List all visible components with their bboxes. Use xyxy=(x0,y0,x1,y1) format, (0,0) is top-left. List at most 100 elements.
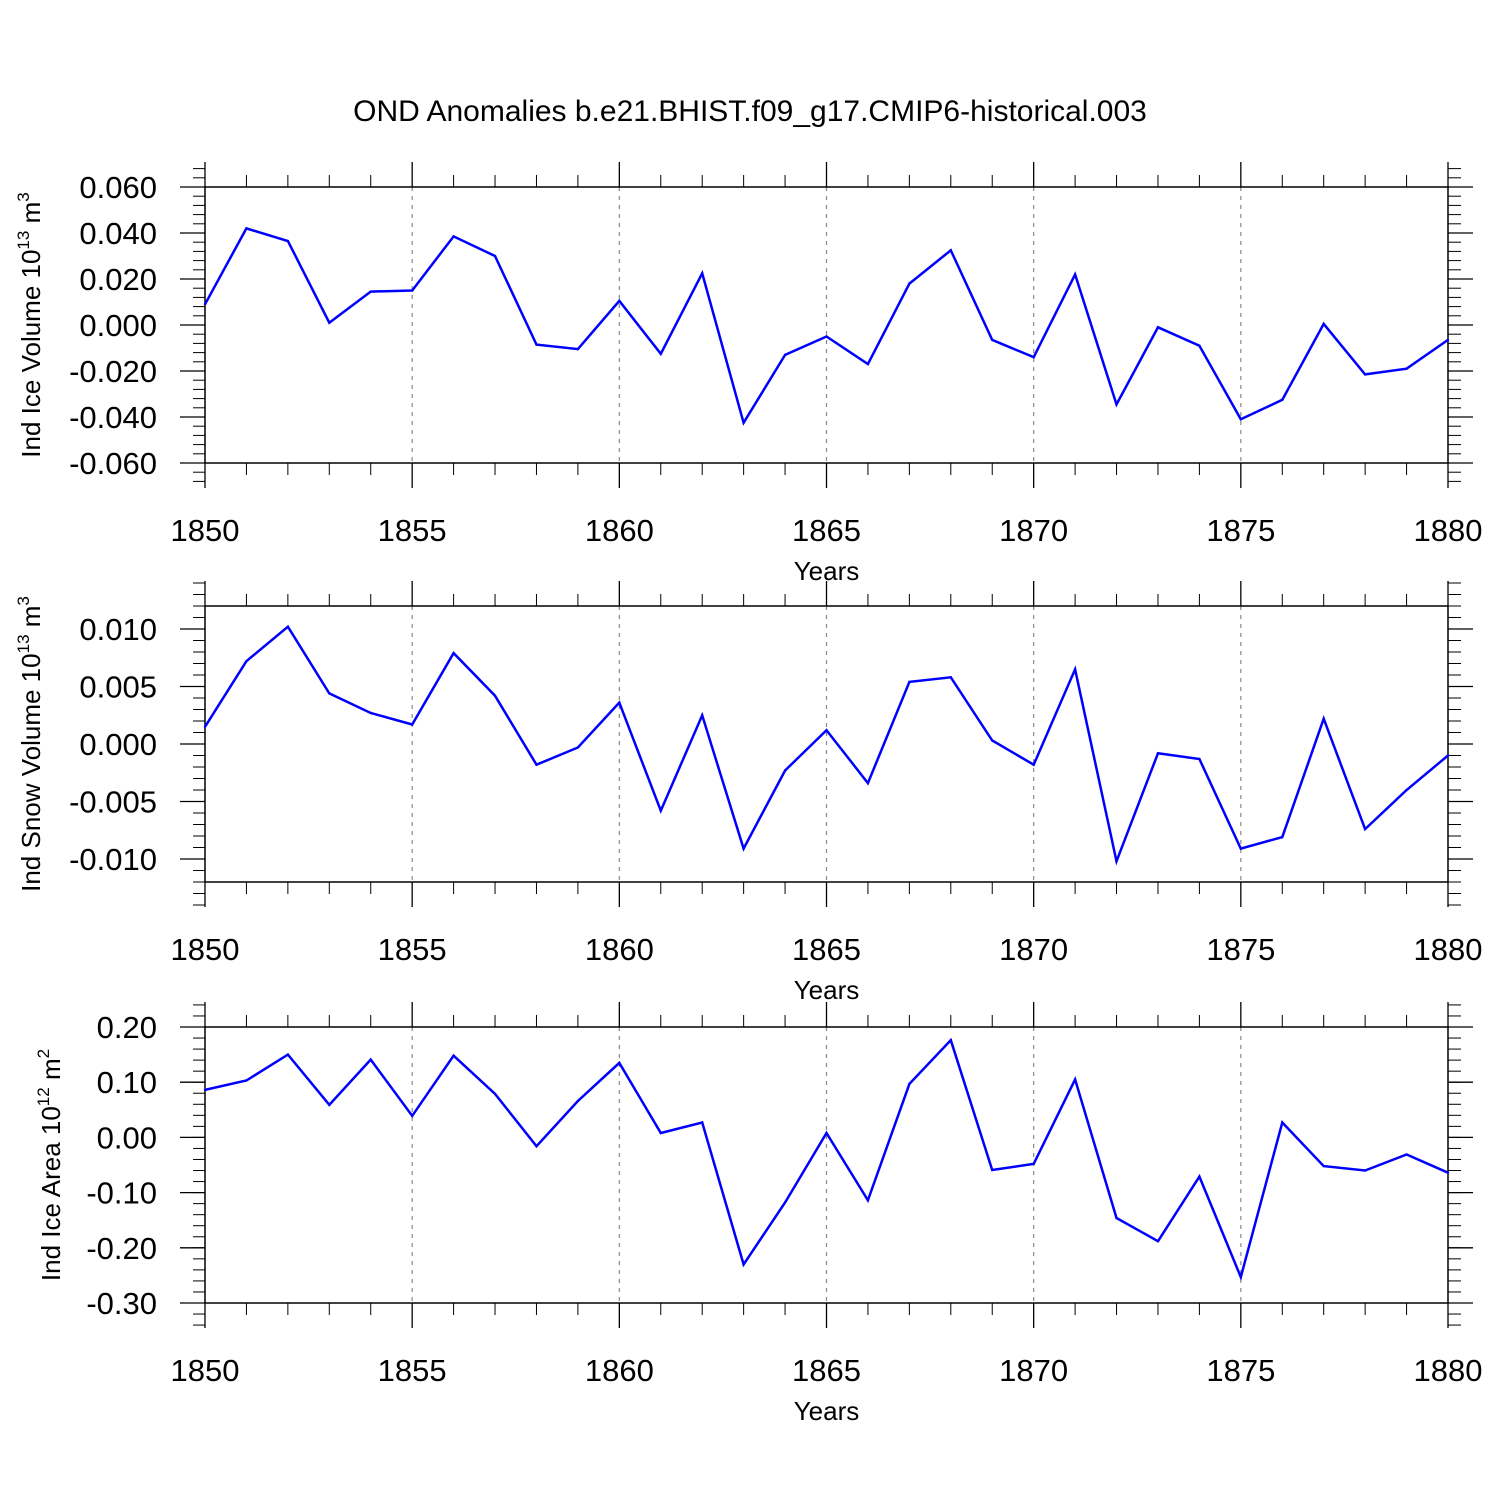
y-tick-label: -0.020 xyxy=(69,354,157,389)
data-point xyxy=(949,676,952,679)
chart-panel-3: 0.20 0.10 0.00 -0.10 -0.20 -0.30 1850 1855 1860 1… xyxy=(34,1002,1482,1426)
y-tick-label: 0.20 xyxy=(97,1010,157,1045)
x-tick-label: 1850 xyxy=(171,513,240,548)
y-tick-label: 0.040 xyxy=(79,216,157,251)
data-point xyxy=(245,660,248,663)
data-point xyxy=(1446,754,1450,757)
data-point xyxy=(493,694,497,697)
data-point xyxy=(1405,788,1408,792)
data-point xyxy=(286,239,290,243)
y-tick-label: -0.20 xyxy=(86,1231,157,1266)
x-tick-label: 1855 xyxy=(378,932,447,967)
data-point xyxy=(783,769,787,772)
y-tick-label: -0.010 xyxy=(69,842,157,877)
data-point xyxy=(1405,367,1408,370)
data-point xyxy=(742,1263,745,1266)
data-point xyxy=(1156,1239,1160,1243)
data-point xyxy=(618,1061,621,1065)
x-tick-label: 1865 xyxy=(792,1353,861,1388)
chart-panel-2: 0.010 0.005 0.000 -0.005 -0.010 1850 1855 1860 1… xyxy=(14,581,1482,1005)
data-point xyxy=(949,249,952,252)
data-point xyxy=(659,352,662,355)
data-point xyxy=(1115,403,1118,406)
x-tick-label: 1850 xyxy=(171,932,240,967)
data-point xyxy=(659,809,662,812)
data-point xyxy=(701,1121,704,1124)
y-tick-label: -0.060 xyxy=(69,446,157,481)
data-point xyxy=(1239,418,1243,421)
data-point xyxy=(576,746,580,749)
data-point xyxy=(1115,1216,1118,1220)
y-tick-label: 0.000 xyxy=(79,727,157,762)
x-tick-label: 1875 xyxy=(1206,513,1275,548)
data-point xyxy=(742,421,745,424)
data-point xyxy=(576,1099,580,1103)
data-point xyxy=(1281,398,1284,401)
y-tick-label: 0.00 xyxy=(97,1120,157,1155)
data-point xyxy=(493,1092,497,1095)
data-point xyxy=(1446,338,1450,342)
y-tick-label: 0.10 xyxy=(97,1065,157,1100)
data-point xyxy=(452,235,455,238)
data-point xyxy=(825,335,828,338)
data-point xyxy=(535,763,538,766)
data-point xyxy=(1198,344,1201,347)
data-point xyxy=(245,1079,248,1082)
y-tick-label: 0.000 xyxy=(79,308,157,343)
data-point xyxy=(452,651,455,655)
data-point xyxy=(493,254,497,258)
x-axis-label: Years xyxy=(794,975,860,1005)
data-point xyxy=(410,1114,414,1118)
data-point xyxy=(328,1103,331,1107)
data-point xyxy=(535,343,538,346)
x-tick-label: 1860 xyxy=(585,1353,654,1388)
data-point xyxy=(1281,835,1284,839)
y-tick-label: 0.010 xyxy=(79,612,157,647)
x-tick-label: 1855 xyxy=(378,513,447,548)
y-axis-label: Ind Ice Area 1012 m2 xyxy=(34,1049,66,1281)
x-tick-label: 1870 xyxy=(999,932,1068,967)
x-tick-label: 1875 xyxy=(1206,932,1275,967)
data-point xyxy=(245,227,248,230)
data-point xyxy=(949,1039,952,1042)
data-point xyxy=(1073,668,1077,671)
data-point xyxy=(1156,326,1160,329)
y-axis-label: Ind Snow Volume 1013 m3 xyxy=(14,596,46,892)
data-point xyxy=(1363,373,1367,376)
data-point xyxy=(369,290,372,293)
data-point xyxy=(825,729,828,732)
data-point xyxy=(576,347,580,351)
data-point xyxy=(991,739,994,742)
data-point xyxy=(618,701,621,704)
x-tick-label: 1870 xyxy=(999,513,1068,548)
y-tick-label: -0.005 xyxy=(69,785,157,820)
y-tick-label: -0.10 xyxy=(86,1176,157,1211)
data-point xyxy=(742,847,745,850)
data-point xyxy=(1115,860,1118,863)
x-tick-label: 1880 xyxy=(1414,932,1483,967)
data-point xyxy=(1363,827,1367,831)
data-point xyxy=(701,714,704,717)
x-tick-label: 1860 xyxy=(585,513,654,548)
chart-panel-1: 0.060 0.040 0.020 0.000 -0.020 -0.040 -0.060 18… xyxy=(14,162,1482,586)
y-tick-label: -0.040 xyxy=(69,400,157,435)
figure-title: OND Anomalies b.e21.BHIST.f09_g17.CMIP6-… xyxy=(353,95,1147,128)
data-point xyxy=(1405,1153,1408,1156)
data-point xyxy=(1322,717,1325,720)
data-point xyxy=(1032,1162,1035,1166)
y-tick-label: -0.30 xyxy=(86,1286,157,1321)
data-point xyxy=(535,1145,538,1148)
x-tick-label: 1860 xyxy=(585,932,654,967)
y-tick-label: 0.005 xyxy=(79,670,157,705)
data-point xyxy=(659,1131,662,1135)
data-point xyxy=(328,692,331,695)
data-point xyxy=(783,353,787,357)
data-point xyxy=(783,1201,787,1204)
x-tick-label: 1880 xyxy=(1414,1353,1483,1388)
data-point xyxy=(1239,1275,1243,1279)
x-tick-label: 1875 xyxy=(1206,1353,1275,1388)
x-tick-label: 1870 xyxy=(999,1353,1068,1388)
y-tick-label: 0.020 xyxy=(79,262,157,297)
data-point xyxy=(410,723,414,726)
